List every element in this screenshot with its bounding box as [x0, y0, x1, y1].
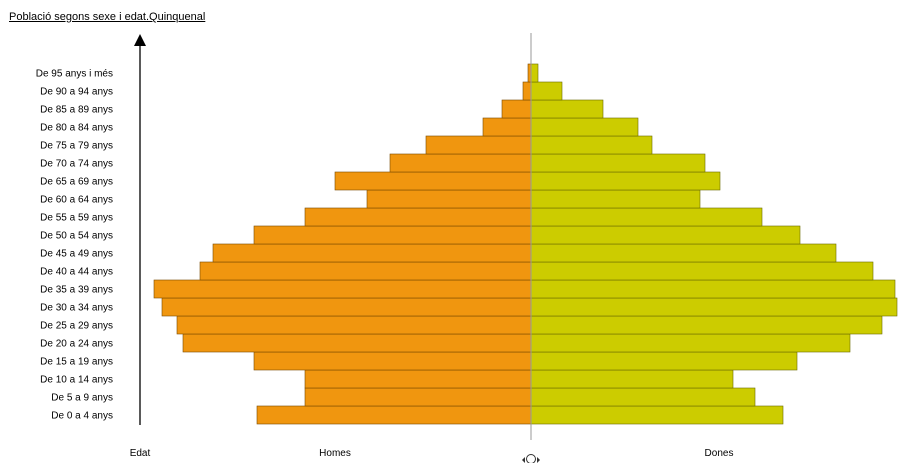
bar-homes: [366, 189, 532, 209]
bar-dones: [530, 351, 798, 371]
bar-homes: [304, 387, 532, 407]
bar-homes: [182, 333, 532, 353]
bar-homes: [212, 243, 532, 263]
category-label: De 70 a 74 anys: [40, 159, 113, 170]
category-label: De 45 a 49 anys: [40, 249, 113, 260]
bar-dones: [530, 279, 896, 299]
bar-dones: [530, 405, 784, 425]
category-label: De 80 a 84 anys: [40, 123, 113, 134]
series-label-dones: Dones: [705, 448, 734, 459]
bar-dones: [530, 63, 539, 83]
bar-homes: [304, 369, 532, 389]
bar-dones: [530, 153, 706, 173]
bar-homes: [522, 81, 532, 101]
bar-dones: [530, 81, 563, 101]
bar-homes: [501, 99, 532, 119]
category-label: De 5 a 9 anys: [51, 393, 113, 404]
category-label: De 90 a 94 anys: [40, 87, 113, 98]
bar-dones: [530, 369, 734, 389]
category-label: De 40 a 44 anys: [40, 267, 113, 278]
bar-homes: [425, 135, 532, 155]
category-label: De 25 a 29 anys: [40, 321, 113, 332]
bar-homes: [304, 207, 532, 227]
category-label: De 50 a 54 anys: [40, 231, 113, 242]
category-label: De 0 a 4 anys: [51, 411, 113, 422]
bar-homes: [199, 261, 532, 281]
bar-dones: [530, 315, 883, 335]
bar-homes: [482, 117, 532, 137]
bar-homes: [253, 351, 532, 371]
y-axis-label: Edat: [130, 448, 151, 459]
bars-layer: [153, 63, 898, 425]
bar-dones: [530, 189, 701, 209]
bar-homes: [253, 225, 532, 245]
category-label: De 35 a 39 anys: [40, 285, 113, 296]
bar-dones: [530, 135, 653, 155]
bar-dones: [530, 171, 721, 191]
drag-handle-icon[interactable]: [522, 454, 540, 463]
bar-homes: [176, 315, 532, 335]
category-label: De 30 a 34 anys: [40, 303, 113, 314]
bar-dones: [530, 99, 604, 119]
bar-homes: [334, 171, 532, 191]
bar-dones: [530, 207, 763, 227]
y-axis-arrow-icon: [134, 34, 146, 46]
bar-dones: [530, 117, 639, 137]
bar-homes: [161, 297, 532, 317]
category-label: De 55 a 59 anys: [40, 213, 113, 224]
bar-dones: [530, 297, 898, 317]
category-label: De 20 a 24 anys: [40, 339, 113, 350]
bar-homes: [389, 153, 532, 173]
bar-dones: [530, 261, 874, 281]
category-label: De 95 anys i més: [36, 69, 113, 80]
bar-dones: [530, 333, 851, 353]
bar-dones: [530, 243, 837, 263]
category-labels: De 0 a 4 anys De 5 a 9 anys De 10 a 14 any…: [36, 69, 113, 422]
category-label: De 10 a 14 anys: [40, 375, 113, 386]
category-label: De 75 a 79 anys: [40, 141, 113, 152]
category-label: De 60 a 64 anys: [40, 195, 113, 206]
chart-title: Població segons sexe i edat.Quinquenal: [9, 11, 206, 23]
bar-dones: [530, 387, 756, 407]
bar-homes: [256, 405, 532, 425]
bar-homes: [153, 279, 532, 299]
category-label: De 15 a 19 anys: [40, 357, 113, 368]
category-label: De 85 a 89 anys: [40, 105, 113, 116]
category-label: De 65 a 69 anys: [40, 177, 113, 188]
bar-dones: [530, 225, 801, 245]
series-label-homes: Homes: [319, 448, 351, 459]
